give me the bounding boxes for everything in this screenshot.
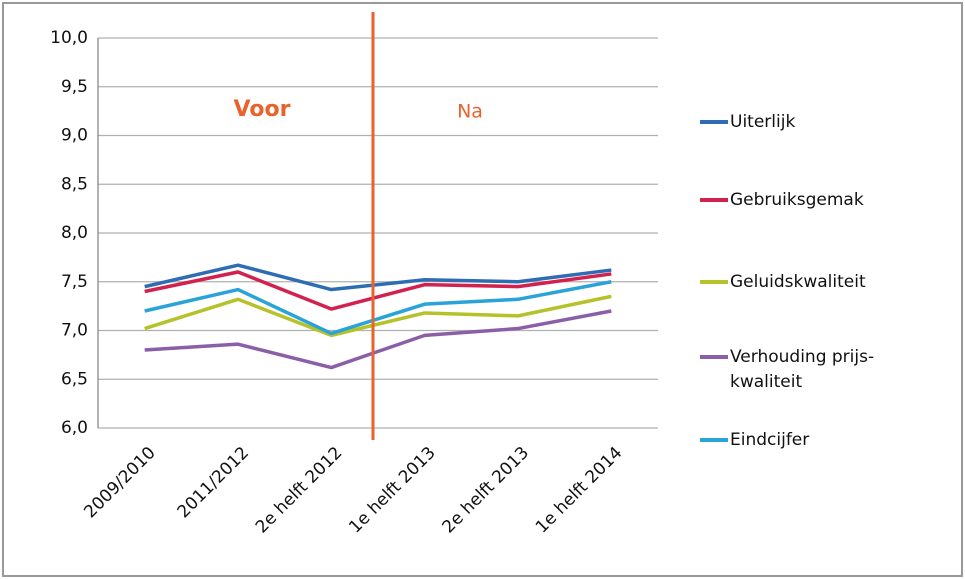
series-line [144, 270, 612, 311]
legend-item: Verhouding prijs-kwaliteit [700, 345, 920, 395]
legend-label: Gebruiksgemak [730, 190, 864, 210]
legend-swatch [700, 355, 728, 359]
y-tick-label: 9,0 [61, 126, 88, 146]
series-line [144, 280, 612, 336]
y-tick-label: 7,0 [61, 321, 88, 341]
annotation: Na [457, 101, 483, 123]
legend-swatch [700, 438, 728, 442]
y-tick-label: 6,5 [61, 369, 88, 389]
series-line [144, 309, 612, 370]
y-tick-label: 6,0 [61, 418, 88, 438]
y-tick-label: 8,5 [61, 174, 88, 194]
y-tick-label: 7,5 [61, 272, 88, 292]
legend-label: Uiterlijk [730, 112, 796, 132]
legend-item: Gebruiksgemak [700, 188, 920, 213]
legend-swatch [700, 120, 728, 124]
annotation: Voor [234, 97, 291, 122]
legend-swatch [700, 198, 728, 202]
legend-label: Eindcijfer [730, 430, 810, 450]
legend-item: Geluidskwaliteit [700, 270, 920, 295]
series-line [144, 263, 612, 292]
y-tick-label: 10,0 [50, 28, 88, 48]
legend-item: Uiterlijk [700, 110, 920, 135]
series-line [144, 294, 612, 338]
legend-item: Eindcijfer [700, 428, 920, 453]
legend-swatch [700, 280, 728, 284]
legend-label: Verhouding prijs-kwaliteit [730, 347, 875, 392]
y-tick-label: 8,0 [61, 223, 88, 243]
legend-label: Geluidskwaliteit [730, 272, 866, 292]
y-tick-label: 9,5 [61, 77, 88, 97]
